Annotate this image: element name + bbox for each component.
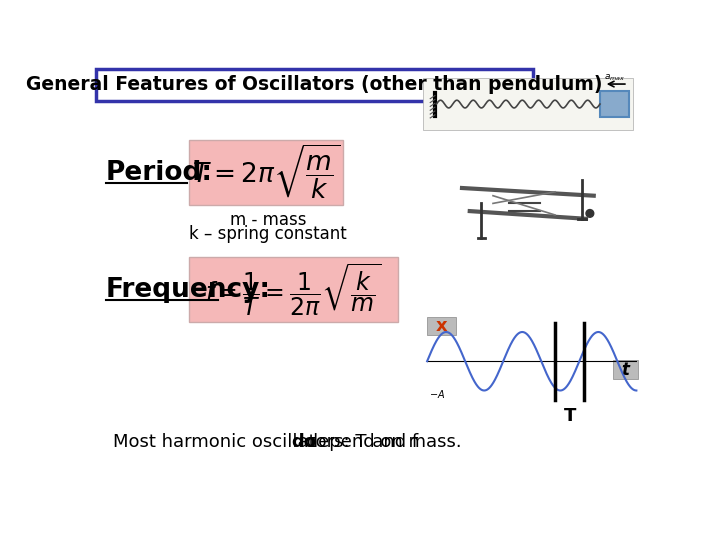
- Text: $T = 2\pi\sqrt{\dfrac{m}{k}}$: $T = 2\pi\sqrt{\dfrac{m}{k}}$: [192, 143, 341, 202]
- Text: $a_{max}$: $a_{max}$: [604, 72, 626, 83]
- Text: m - mass: m - mass: [230, 211, 307, 230]
- FancyBboxPatch shape: [600, 91, 629, 117]
- FancyBboxPatch shape: [189, 257, 397, 322]
- FancyBboxPatch shape: [613, 361, 638, 379]
- Text: $-A$: $-A$: [429, 388, 446, 400]
- Circle shape: [586, 210, 594, 217]
- FancyBboxPatch shape: [427, 316, 456, 335]
- Text: Most harmonic oscillators: T and f: Most harmonic oscillators: T and f: [113, 433, 424, 451]
- Text: t: t: [621, 361, 629, 379]
- Text: depend on mass.: depend on mass.: [301, 433, 462, 451]
- FancyBboxPatch shape: [189, 140, 343, 205]
- FancyBboxPatch shape: [423, 78, 632, 130]
- Text: k – spring constant: k – spring constant: [189, 225, 347, 243]
- Text: T: T: [564, 408, 576, 426]
- Text: do: do: [291, 433, 316, 451]
- Text: $f = \dfrac{1}{T} = \dfrac{1}{2\pi}\sqrt{\dfrac{k}{m}}$: $f = \dfrac{1}{T} = \dfrac{1}{2\pi}\sqrt…: [205, 261, 382, 318]
- Text: Frequency:: Frequency:: [106, 276, 271, 302]
- Text: General Features of Oscillators (other than pendulum): General Features of Oscillators (other t…: [27, 75, 603, 94]
- Text: Period:: Period:: [106, 160, 212, 186]
- Text: x: x: [436, 317, 447, 335]
- FancyBboxPatch shape: [96, 69, 534, 101]
